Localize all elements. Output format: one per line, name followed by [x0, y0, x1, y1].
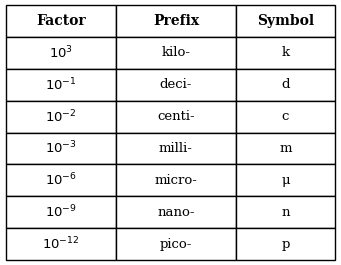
Text: micro-: micro- — [154, 174, 197, 187]
Text: m: m — [279, 142, 292, 155]
Bar — [236, 69, 335, 101]
Bar — [6, 164, 116, 196]
Text: $10^{-1}$: $10^{-1}$ — [45, 76, 77, 93]
Bar — [6, 228, 116, 260]
Bar — [116, 132, 236, 164]
Bar — [236, 228, 335, 260]
Bar — [116, 37, 236, 69]
Text: $10^{3}$: $10^{3}$ — [49, 44, 73, 61]
Bar — [6, 37, 116, 69]
Text: c: c — [282, 110, 289, 123]
Bar — [116, 228, 236, 260]
Text: pico-: pico- — [160, 238, 192, 251]
Text: μ: μ — [281, 174, 290, 187]
Bar — [116, 196, 236, 228]
Text: deci-: deci- — [160, 78, 192, 91]
Bar — [116, 164, 236, 196]
Bar — [116, 5, 236, 37]
Bar — [6, 69, 116, 101]
Text: $10^{-2}$: $10^{-2}$ — [45, 108, 77, 125]
Text: milli-: milli- — [159, 142, 193, 155]
Text: kilo-: kilo- — [161, 46, 190, 59]
Text: $10^{-6}$: $10^{-6}$ — [45, 172, 77, 189]
Text: p: p — [281, 238, 290, 251]
Text: d: d — [281, 78, 290, 91]
Bar — [236, 132, 335, 164]
Bar — [116, 101, 236, 132]
Text: Symbol: Symbol — [257, 14, 314, 28]
Text: $10^{-3}$: $10^{-3}$ — [45, 140, 77, 157]
Bar — [236, 164, 335, 196]
Bar — [236, 101, 335, 132]
Text: Prefix: Prefix — [153, 14, 199, 28]
Text: nano-: nano- — [157, 206, 195, 219]
Text: n: n — [281, 206, 290, 219]
Text: k: k — [281, 46, 290, 59]
Text: centi-: centi- — [157, 110, 195, 123]
Bar — [6, 132, 116, 164]
Bar — [236, 37, 335, 69]
Bar — [6, 5, 116, 37]
Bar — [6, 196, 116, 228]
Bar — [236, 5, 335, 37]
Text: $10^{-12}$: $10^{-12}$ — [42, 236, 80, 253]
Bar — [116, 69, 236, 101]
Text: Factor: Factor — [36, 14, 86, 28]
Bar — [6, 101, 116, 132]
Text: $10^{-9}$: $10^{-9}$ — [45, 204, 77, 221]
Bar — [236, 196, 335, 228]
